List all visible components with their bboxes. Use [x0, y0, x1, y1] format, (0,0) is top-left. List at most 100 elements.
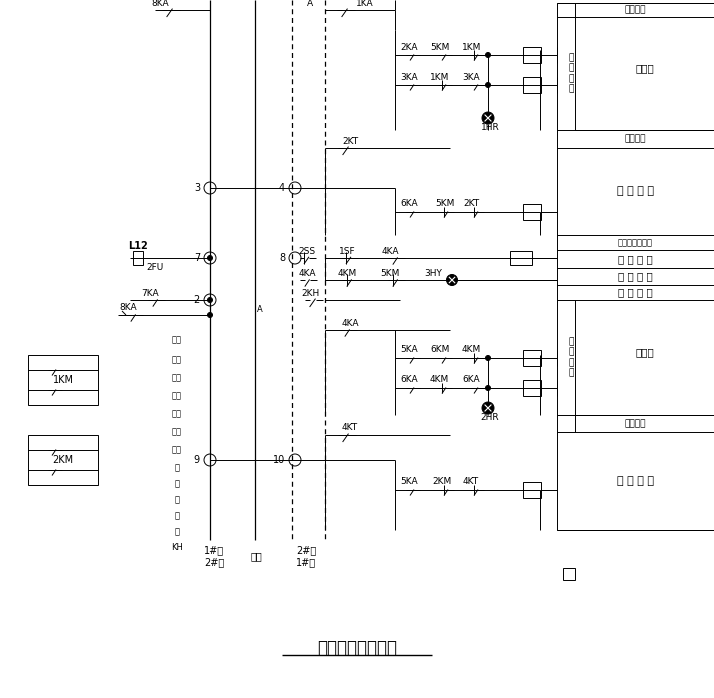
Text: 1KM: 1KM [430, 73, 449, 82]
Circle shape [486, 82, 491, 87]
Text: 1#备: 1#备 [296, 557, 316, 567]
Text: 1KA: 1KA [356, 0, 374, 8]
Text: 2KM: 2KM [52, 455, 74, 465]
Text: 2SS: 2SS [298, 246, 316, 255]
Text: 稳压泵二次原理图: 稳压泵二次原理图 [317, 639, 397, 657]
Text: 运行指示: 运行指示 [625, 135, 646, 144]
Text: 5KM: 5KM [435, 200, 454, 209]
Bar [523, 380, 541, 396]
Text: 1HR: 1HR [481, 124, 499, 133]
Text: 2: 2 [193, 295, 200, 305]
Text: 冷行: 冷行 [172, 410, 182, 419]
Text: 架: 架 [174, 528, 179, 537]
Text: 5KM: 5KM [430, 43, 449, 52]
Text: 接触器: 接触器 [635, 64, 654, 73]
Circle shape [486, 355, 491, 360]
Text: 4KM: 4KM [462, 346, 481, 355]
Text: 载变: 载变 [172, 355, 182, 364]
Text: 故 障 指 示: 故 障 指 示 [618, 272, 653, 281]
Text: 水用: 水用 [172, 445, 182, 454]
Text: 9: 9 [194, 455, 200, 465]
Bar [510, 251, 532, 265]
Bar [523, 204, 541, 220]
Bar [523, 77, 541, 93]
Text: 4KA: 4KA [341, 318, 358, 327]
Text: 接触器: 接触器 [635, 348, 654, 357]
Text: 2FU: 2FU [146, 264, 164, 272]
Text: 6KA: 6KA [400, 376, 418, 385]
Circle shape [482, 112, 494, 124]
Text: 缺: 缺 [174, 463, 179, 473]
Text: 4: 4 [279, 183, 285, 193]
Circle shape [208, 313, 213, 318]
Text: 1SF: 1SF [338, 246, 356, 255]
Text: 8KA: 8KA [151, 0, 169, 8]
Bar [28, 435, 98, 485]
Text: 全
压
运
行: 全 压 运 行 [568, 337, 574, 378]
Bar [523, 350, 541, 366]
Text: 4KA: 4KA [381, 246, 398, 255]
Text: 4KT: 4KT [463, 477, 479, 487]
Text: 8: 8 [279, 253, 285, 263]
Text: L12: L12 [128, 241, 148, 251]
Text: 2KA: 2KA [400, 43, 418, 52]
Text: 护运: 护运 [172, 392, 182, 401]
Bar [28, 355, 98, 405]
Text: 5KM: 5KM [381, 269, 400, 278]
Text: 制: 制 [174, 512, 179, 521]
Text: 5KA: 5KA [400, 477, 418, 487]
Circle shape [482, 402, 494, 414]
Text: 2KT: 2KT [342, 137, 358, 145]
Text: 6KA: 6KA [462, 376, 480, 385]
Text: 2KM: 2KM [432, 477, 451, 487]
Text: 运行指示: 运行指示 [625, 419, 646, 428]
Text: 备 用 自 投: 备 用 自 投 [617, 476, 654, 486]
Text: 手 动 控 制: 手 动 控 制 [618, 254, 653, 264]
Bar [557, 3, 714, 530]
Text: 2KT: 2KT [463, 200, 479, 209]
Text: 8KA: 8KA [119, 304, 137, 313]
Text: 6KM: 6KM [430, 346, 449, 355]
Bar [523, 482, 541, 498]
Text: 2KH: 2KH [301, 288, 319, 297]
Text: 3KA: 3KA [400, 73, 418, 82]
Text: 1KM: 1KM [462, 43, 481, 52]
Circle shape [208, 297, 213, 302]
Text: 控: 控 [174, 496, 179, 505]
Text: 水: 水 [174, 480, 179, 489]
Circle shape [208, 255, 213, 260]
Text: 备 用 自 投: 备 用 自 投 [617, 186, 654, 197]
Text: 保频: 保频 [172, 373, 182, 383]
Text: 却备: 却备 [172, 427, 182, 436]
Text: 3HY: 3HY [424, 269, 442, 278]
Text: 2#用: 2#用 [296, 545, 316, 555]
Text: 4KT: 4KT [342, 424, 358, 433]
Text: A: A [307, 0, 313, 8]
Text: 全
压
运
行: 全 压 运 行 [568, 54, 574, 94]
Text: 4KM: 4KM [430, 376, 449, 385]
Bar [523, 47, 541, 63]
Circle shape [486, 52, 491, 57]
Text: 4KA: 4KA [298, 269, 316, 278]
Text: KH: KH [171, 544, 183, 553]
Text: 5KA: 5KA [400, 346, 418, 355]
Bar [133, 251, 143, 265]
Text: 7: 7 [193, 253, 200, 263]
Text: 6KA: 6KA [400, 200, 418, 209]
Text: 1KM: 1KM [53, 375, 74, 385]
Text: 3KA: 3KA [462, 73, 480, 82]
Text: 10: 10 [273, 455, 285, 465]
Text: A: A [257, 306, 263, 315]
Bar [563, 568, 575, 580]
Text: 手动: 手动 [250, 551, 262, 561]
Text: 2HR: 2HR [481, 413, 499, 422]
Text: 超回: 超回 [172, 336, 182, 345]
Circle shape [486, 385, 491, 390]
Text: 7KA: 7KA [141, 288, 159, 297]
Text: 3: 3 [194, 183, 200, 193]
Text: 自动控制: 自动控制 [625, 6, 646, 15]
Text: 2#备: 2#备 [204, 557, 224, 567]
Text: 控制电源及保护: 控制电源及保护 [618, 238, 653, 247]
Text: 4KM: 4KM [338, 269, 356, 278]
Text: 自 动 控 制: 自 动 控 制 [618, 288, 653, 297]
